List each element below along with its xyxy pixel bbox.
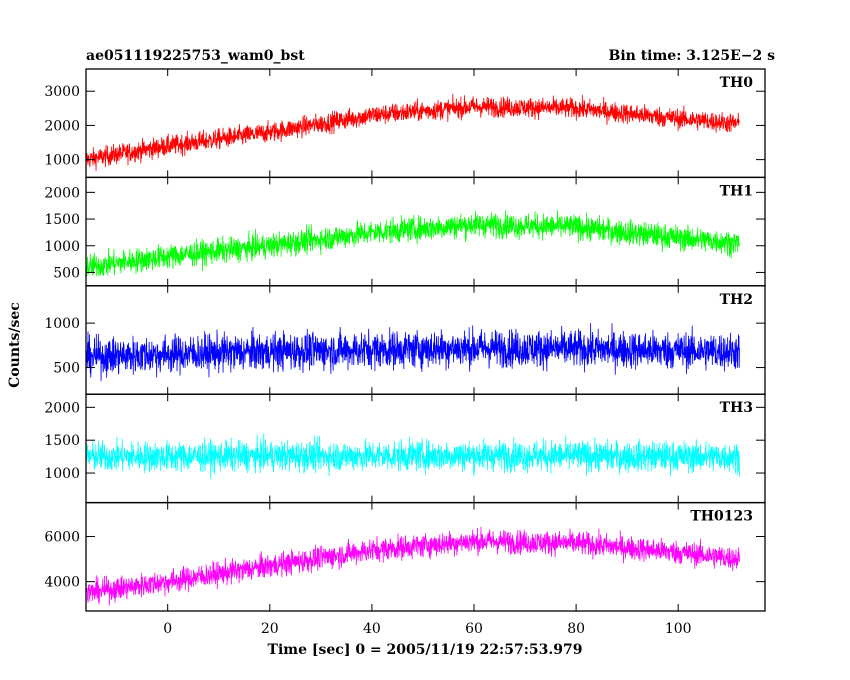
panel-frame	[85, 285, 766, 395]
y-tick-label: 1000	[44, 316, 80, 332]
series-line-th0	[86, 93, 740, 172]
y-tick-label: 1000	[44, 466, 80, 482]
y-tick-label: 1000	[44, 239, 80, 255]
panel-th3: TH3 1000 1500 2000	[44, 393, 766, 504]
x-tick-label: 20	[261, 621, 279, 637]
series-line-th2	[86, 323, 740, 382]
y-tick-label: 500	[53, 361, 80, 377]
y-tick-label: 4000	[44, 575, 80, 591]
y-tick-label: 2000	[44, 185, 80, 201]
y-tick-label: 3000	[44, 84, 80, 100]
x-tick-label: 60	[465, 621, 483, 637]
series-line-th3	[86, 433, 740, 480]
y-tick-label: 500	[53, 265, 80, 281]
y-tick-label: 1500	[44, 433, 80, 449]
x-tick-label: 100	[665, 621, 692, 637]
panel-frame	[85, 501, 766, 612]
x-axis-label: Time [sec] 0 = 2005/11/19 22:57:53.979	[268, 642, 583, 658]
panel-th0123: TH0123 4000 6000	[44, 501, 766, 612]
panel-label-th0123: TH0123	[690, 509, 753, 525]
series-line-th1	[86, 209, 740, 279]
y-tick-label: 6000	[44, 529, 80, 545]
panel-label-th2: TH2	[720, 292, 753, 308]
panels-group: TH0 1000 2000 3000 TH1 500 1000 1500 2000 TH2 500 1…	[44, 68, 766, 612]
panel-label-th0: TH0	[720, 75, 754, 91]
y-tick-label: 1000	[44, 153, 80, 169]
series-line-th0123	[86, 526, 740, 606]
panel-frame	[85, 68, 766, 179]
chart-title: ae051119225753_wam0_bst	[86, 48, 305, 64]
x-tick-label: 0	[163, 621, 172, 637]
panel-th2: TH2 500 1000	[44, 285, 766, 395]
panel-th0: TH0 1000 2000 3000	[44, 68, 766, 179]
panel-th1: TH1 500 1000 1500 2000	[44, 176, 766, 287]
x-tick-label: 40	[363, 621, 381, 637]
bin-time-label: Bin time: 3.125E−2 s	[609, 48, 776, 64]
y-axis-label: Counts/sec	[7, 302, 23, 388]
y-tick-label: 2000	[44, 400, 80, 416]
panel-label-th1: TH1	[720, 183, 753, 199]
y-tick-label: 2000	[44, 118, 80, 134]
x-tick-label: 80	[567, 621, 585, 637]
panel-label-th3: TH3	[720, 400, 753, 416]
x-axis: 0 20 40 60 80 100	[163, 621, 691, 637]
y-tick-label: 1500	[44, 212, 80, 228]
